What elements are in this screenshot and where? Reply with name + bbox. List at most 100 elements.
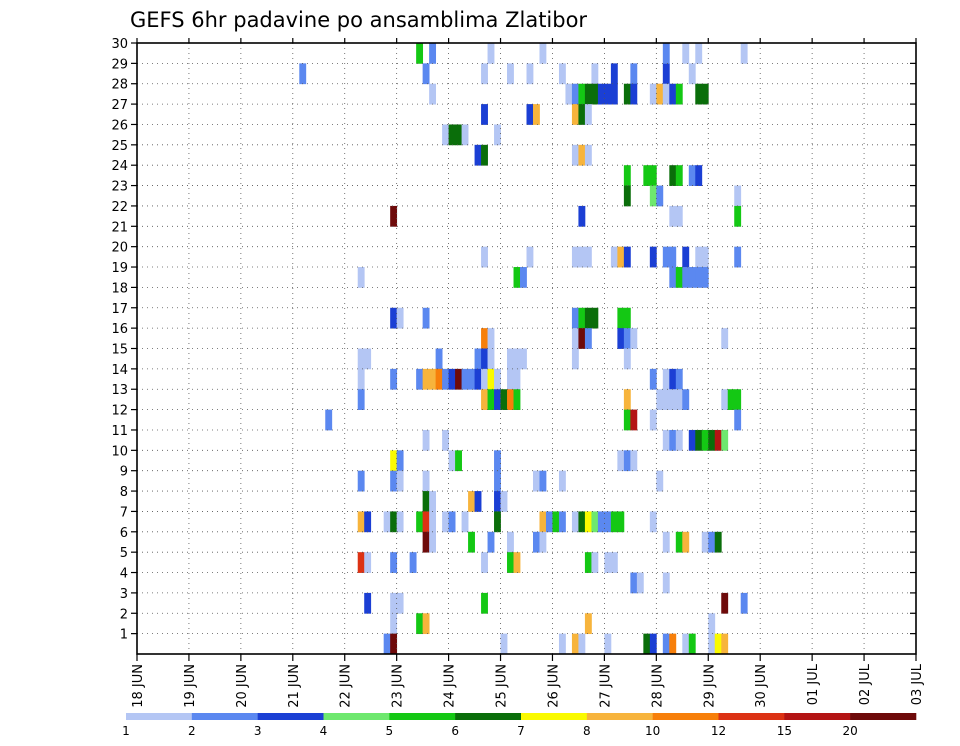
heatmap-cell bbox=[584, 328, 592, 349]
heatmap-cell bbox=[701, 246, 709, 268]
heatmap-cell bbox=[513, 389, 521, 410]
heatmap-cell bbox=[494, 124, 501, 146]
heatmap-cell bbox=[571, 348, 579, 370]
heatmap-cell bbox=[468, 491, 475, 512]
x-tick-label: 18 JUN bbox=[131, 664, 146, 708]
heatmap-cell bbox=[494, 511, 501, 533]
heatmap-cell bbox=[507, 63, 514, 85]
heatmap-cell bbox=[669, 389, 677, 410]
heatmap-cell bbox=[734, 185, 742, 207]
legend-swatch bbox=[652, 713, 719, 720]
heatmap-cell bbox=[695, 83, 703, 105]
y-tick-label: 7 bbox=[120, 505, 128, 520]
legend-label: 4 bbox=[320, 724, 328, 738]
legend-label: 5 bbox=[386, 724, 394, 738]
x-tick-label: 21 JUN bbox=[287, 664, 302, 708]
heatmap-cell bbox=[558, 633, 566, 655]
heatmap-cell bbox=[494, 450, 501, 472]
y-tick-label: 26 bbox=[111, 118, 128, 133]
heatmap-cell bbox=[422, 613, 430, 635]
heatmap-cell bbox=[494, 470, 501, 492]
heatmap-cell bbox=[429, 83, 437, 105]
y-tick-label: 15 bbox=[111, 343, 128, 358]
x-tick-label: 01 JUL bbox=[806, 663, 821, 705]
heatmap-cell bbox=[520, 267, 527, 288]
heatmap-cell bbox=[578, 246, 586, 268]
heatmap-cell bbox=[481, 144, 488, 166]
y-tick-label: 29 bbox=[111, 57, 128, 72]
y-tick-label: 9 bbox=[120, 465, 128, 480]
heatmap-cell bbox=[708, 429, 716, 451]
legend-label: 20 bbox=[843, 724, 858, 738]
heatmap-cell bbox=[429, 491, 437, 512]
heatmap-cell bbox=[597, 511, 605, 533]
heatmap-cell bbox=[591, 63, 599, 85]
heatmap-cell bbox=[545, 511, 553, 533]
legend-label: 7 bbox=[517, 724, 525, 738]
heatmap-cell bbox=[526, 104, 534, 125]
heatmap-cell bbox=[675, 165, 683, 186]
heatmap-cell bbox=[461, 124, 469, 146]
heatmap-cell bbox=[649, 185, 657, 207]
y-tick-label: 28 bbox=[111, 78, 128, 93]
x-tick-label: 27 JUN bbox=[598, 664, 613, 708]
heatmap-cell bbox=[662, 429, 670, 451]
legend-swatch bbox=[784, 713, 851, 720]
heatmap-cell bbox=[623, 389, 631, 410]
y-tick-label: 8 bbox=[120, 485, 128, 500]
heatmap-cell bbox=[623, 328, 631, 349]
heatmap-cell bbox=[442, 429, 449, 451]
heatmap-cell bbox=[695, 165, 703, 186]
heatmap-cell bbox=[649, 409, 657, 431]
heatmap-cell bbox=[390, 205, 398, 227]
heatmap-cell bbox=[481, 389, 488, 410]
heatmap-cell bbox=[507, 348, 514, 370]
heatmap-cell bbox=[539, 470, 547, 492]
heatmap-cell bbox=[584, 511, 592, 533]
heatmap-cell bbox=[675, 83, 683, 105]
heatmap-cell bbox=[630, 450, 638, 472]
heatmap-cell bbox=[688, 429, 696, 451]
heatmap-cell bbox=[532, 104, 540, 125]
heatmap-cell bbox=[422, 368, 430, 390]
heatmap-cell bbox=[656, 389, 664, 410]
legend-swatch bbox=[586, 713, 653, 720]
heatmap-cell bbox=[422, 531, 430, 553]
heatmap-cell bbox=[513, 267, 521, 288]
heatmap-cell bbox=[357, 389, 365, 410]
x-tick-label: 19 JUN bbox=[183, 664, 198, 708]
heatmap-cell bbox=[675, 368, 683, 390]
heatmap-cell bbox=[688, 165, 696, 186]
heatmap-cell bbox=[571, 511, 579, 533]
heatmap-cell bbox=[675, 205, 683, 227]
heatmap-cell bbox=[455, 124, 462, 146]
x-tick-label: 28 JUN bbox=[650, 664, 665, 708]
heatmap-cell bbox=[695, 267, 703, 288]
heatmap-cell bbox=[701, 83, 709, 105]
legend-label: 15 bbox=[777, 724, 792, 738]
heatmap-cell bbox=[584, 307, 592, 329]
heatmap-cell bbox=[675, 531, 683, 553]
heatmap-cell bbox=[591, 83, 599, 105]
heatmap-cell bbox=[455, 450, 462, 472]
heatmap-cell bbox=[442, 124, 449, 146]
y-tick-label: 5 bbox=[120, 546, 128, 561]
legend-label: 12 bbox=[711, 724, 726, 738]
legend-label: 8 bbox=[583, 724, 591, 738]
heatmap-cell bbox=[662, 368, 670, 390]
heatmap-cell bbox=[682, 267, 690, 288]
heatmap-cell bbox=[708, 633, 716, 655]
heatmap-cell bbox=[416, 43, 424, 64]
heatmap-cell bbox=[429, 511, 437, 533]
legend-swatch bbox=[126, 713, 193, 720]
heatmap-cell bbox=[390, 368, 398, 390]
heatmap-cell bbox=[669, 633, 677, 655]
heatmap-cell bbox=[448, 368, 456, 390]
heatmap-cell bbox=[649, 368, 657, 390]
heatmap-cell bbox=[695, 43, 703, 64]
heatmap-cell bbox=[675, 429, 683, 451]
heatmap-cell bbox=[669, 267, 677, 288]
heatmap-cell bbox=[299, 63, 307, 85]
heatmap-cell bbox=[409, 552, 417, 573]
heatmap-cell bbox=[435, 368, 443, 390]
